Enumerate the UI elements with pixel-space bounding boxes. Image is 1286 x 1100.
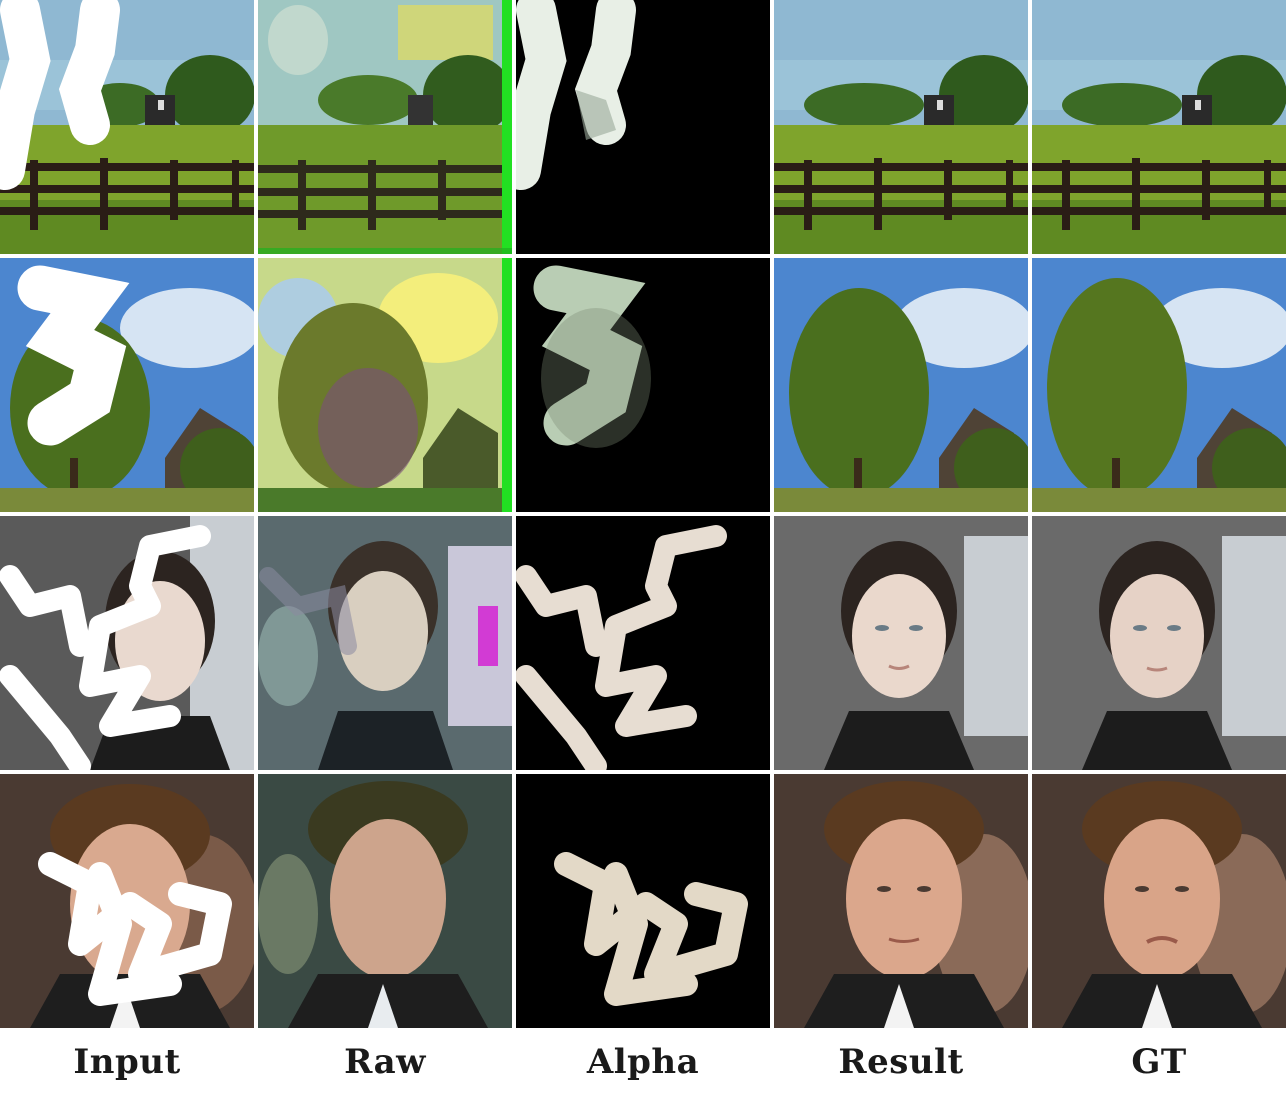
row4-input-image (0, 774, 254, 1028)
row3-result-image (774, 516, 1028, 770)
row1-result-image (774, 0, 1028, 254)
row2-result-image (774, 258, 1028, 512)
row3-raw-image (258, 516, 512, 770)
column-label-alpha: Alpha (586, 1042, 700, 1082)
row4-alpha-image (516, 774, 770, 1028)
row2-raw-image (258, 258, 512, 512)
row4-gt-image (1032, 774, 1286, 1028)
row3-input-image (0, 516, 254, 770)
row2-alpha-image (516, 258, 770, 512)
row1-input-image (0, 0, 254, 254)
row2-gt-image (1032, 258, 1286, 512)
row4-result-image (774, 774, 1028, 1028)
row3-gt-image (1032, 516, 1286, 770)
row2-input-image (0, 258, 254, 512)
column-label-result: Result (838, 1042, 964, 1082)
row1-gt-image (1032, 0, 1286, 254)
row1-alpha-image (516, 0, 770, 254)
row1-raw-image (258, 0, 512, 254)
column-labels: Input Raw Alpha Result GT (0, 1028, 1286, 1100)
column-label-gt: GT (1131, 1042, 1187, 1082)
image-grid (0, 0, 1286, 1028)
row3-alpha-image (516, 516, 770, 770)
row4-raw-image (258, 774, 512, 1028)
column-label-raw: Raw (344, 1042, 426, 1082)
column-label-input: Input (73, 1042, 181, 1082)
